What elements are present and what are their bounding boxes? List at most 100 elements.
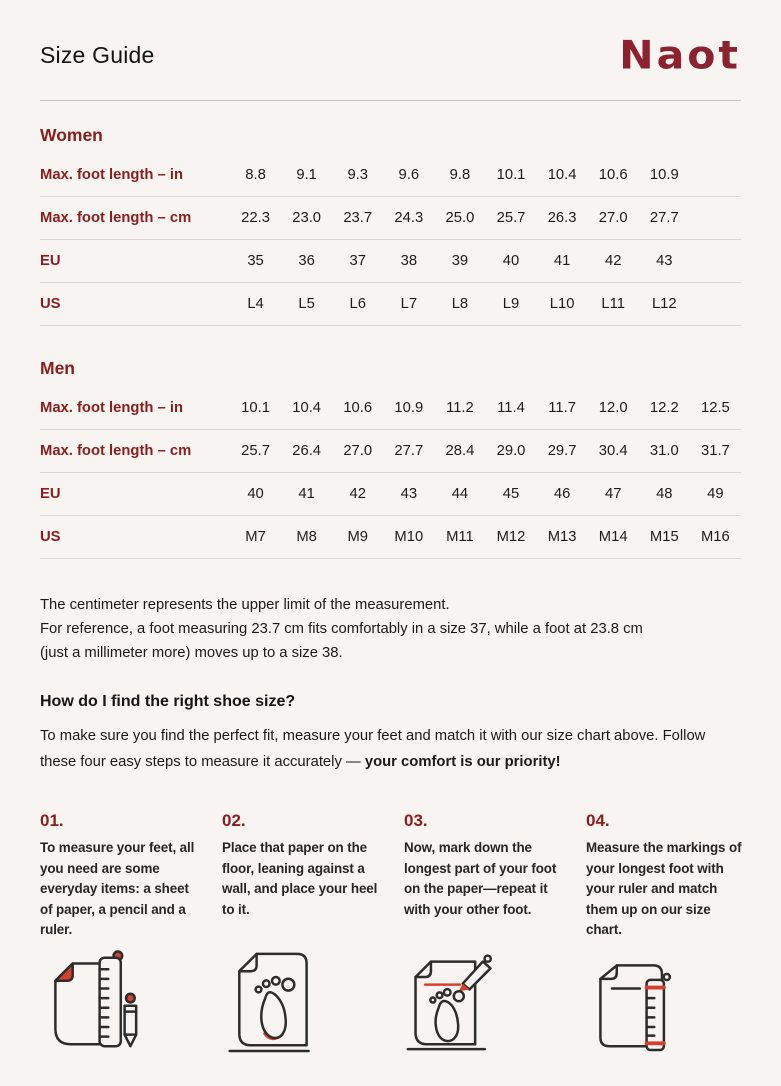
size-value: 12.5 xyxy=(700,400,730,416)
size-value: 25.0 xyxy=(445,210,475,226)
size-value: 49 xyxy=(707,486,724,502)
step-3: 03. Now, mark down the longest part of y… xyxy=(404,811,564,1054)
howto-intro: To make sure you find the perfect fit, m… xyxy=(40,723,724,775)
notes-line: The centimeter represents the upper limi… xyxy=(40,597,450,613)
size-value: 23.7 xyxy=(343,210,373,226)
size-value: 40 xyxy=(502,253,520,269)
header-divider xyxy=(40,100,741,101)
paper-footprint-heel-icon xyxy=(222,946,382,1054)
size-value: 8.8 xyxy=(245,167,266,183)
row-label: US xyxy=(40,296,61,312)
size-value: L7 xyxy=(400,296,418,312)
size-table-row: US L4 L5 L6 L7 L8 L9 L10 L11 L12 xyxy=(40,283,741,326)
size-value: L10 xyxy=(549,296,575,312)
size-value: 9.1 xyxy=(296,167,317,183)
size-table-row: Max. foot length – cm 25.7 26.4 27.0 27.7 28.… xyxy=(40,430,741,473)
notes-line: For reference, a foot measuring 23.7 cm … xyxy=(40,621,643,637)
size-value: 26.4 xyxy=(292,443,322,459)
paper-ruler-measure-icon xyxy=(586,946,746,1054)
size-value: 10.9 xyxy=(649,167,679,183)
step-2-number: 02. xyxy=(222,811,246,830)
size-value: 25.7 xyxy=(241,443,270,459)
size-value: 12.2 xyxy=(649,400,679,416)
size-value: 43 xyxy=(400,486,418,502)
step-2-text: Place that paper on the floor, leaning a… xyxy=(222,840,378,917)
size-value: 10.1 xyxy=(241,400,270,416)
size-value: 31.7 xyxy=(700,443,730,459)
howto-heading: How do I find the right shoe size? xyxy=(40,693,296,710)
men-size-table: Max. foot length – in 10.1 10.4 10.6 10.9 11.… xyxy=(40,387,741,559)
size-table-row: EU 40 41 42 43 44 45 46 47 48 49 xyxy=(40,473,741,516)
size-value: 29.0 xyxy=(496,443,526,459)
size-value: 25.7 xyxy=(496,210,526,226)
size-value: L9 xyxy=(502,296,520,312)
row-label: EU xyxy=(40,486,61,502)
size-table-row: EU 35 36 37 38 39 40 41 42 43 xyxy=(40,240,741,283)
row-label: Max. foot length – in xyxy=(40,400,184,416)
row-label: EU xyxy=(40,253,61,269)
howto-intro-bold: your comfort is our priority! xyxy=(364,754,561,770)
size-value: 10.6 xyxy=(343,400,373,416)
size-value: M12 xyxy=(496,529,526,545)
size-value: 35 xyxy=(247,253,264,269)
size-value: 9.3 xyxy=(347,167,369,183)
step-4: 04. Measure the markings of your longest… xyxy=(586,811,746,1054)
step-4-text: Measure the markings of your longest foo… xyxy=(586,840,742,937)
size-value: 11.4 xyxy=(497,400,525,416)
size-value: 23.0 xyxy=(292,210,322,226)
size-value: 10.6 xyxy=(598,167,628,183)
size-value: 43 xyxy=(656,253,673,269)
men-section-heading: Men xyxy=(40,358,75,378)
size-value: 36 xyxy=(298,253,315,269)
row-label: Max. foot length – in xyxy=(40,167,184,183)
size-value: 41 xyxy=(553,253,571,269)
step-4-number: 04. xyxy=(586,811,610,830)
size-guide-page: Size Guide Naot Women Max. foot length –… xyxy=(40,30,742,1054)
paper-ruler-pencil-icon xyxy=(40,946,200,1054)
size-value: M13 xyxy=(547,529,577,545)
step-2: 02. Place that paper on the floor, leani… xyxy=(222,811,382,1054)
size-value: 30.4 xyxy=(598,443,628,459)
size-value: L6 xyxy=(349,296,366,312)
size-value: 11.2 xyxy=(446,400,474,416)
size-value: M14 xyxy=(598,529,628,545)
size-value: 42 xyxy=(604,253,622,269)
size-value: 10.9 xyxy=(394,400,424,416)
measuring-steps: 01. To measure your feet, all you need a… xyxy=(40,811,742,1054)
size-value: 12.0 xyxy=(598,400,628,416)
step-1-text: To measure your feet, all you need are s… xyxy=(40,840,195,937)
size-value: L5 xyxy=(298,296,315,312)
paper-footprint-pencil-mark-icon xyxy=(404,946,564,1054)
size-value: 31.0 xyxy=(649,443,679,459)
notes-line: (just a millimeter more) moves up to a s… xyxy=(40,645,343,661)
size-value: 42 xyxy=(349,486,366,502)
size-value: 29.7 xyxy=(547,443,577,459)
size-value: L12 xyxy=(651,296,677,312)
page-title: Size Guide xyxy=(40,41,155,68)
size-value: 44 xyxy=(451,486,469,502)
size-value: 40 xyxy=(247,486,264,502)
size-value: L11 xyxy=(601,296,625,312)
women-section-heading: Women xyxy=(40,125,103,145)
size-value: M10 xyxy=(394,529,424,545)
brand-logo: Naot xyxy=(619,31,741,78)
size-value: 27.7 xyxy=(394,443,424,459)
size-value: 48 xyxy=(656,486,673,502)
measurement-notes: The centimeter represents the upper limi… xyxy=(40,593,741,665)
size-value: 46 xyxy=(553,486,571,502)
size-value: 10.1 xyxy=(496,167,526,183)
size-value: 39 xyxy=(451,253,469,269)
size-table-row: US M7 M8 M9 M10 M11 M12 M13 M14 M15 M16 xyxy=(40,516,741,559)
size-value: 9.8 xyxy=(449,167,471,183)
size-value: 37 xyxy=(349,253,366,269)
size-value: 47 xyxy=(604,486,622,502)
size-value: M11 xyxy=(446,529,474,545)
size-value: L4 xyxy=(247,296,264,312)
size-value: L8 xyxy=(451,296,469,312)
size-value: 27.0 xyxy=(343,443,373,459)
size-value: 10.4 xyxy=(547,167,577,183)
size-table-row: Max. foot length – in 10.1 10.4 10.6 10.9 11.… xyxy=(40,387,741,430)
page-header: Size Guide Naot xyxy=(40,30,741,80)
size-value: 9.6 xyxy=(398,167,420,183)
step-3-number: 03. xyxy=(404,811,428,830)
